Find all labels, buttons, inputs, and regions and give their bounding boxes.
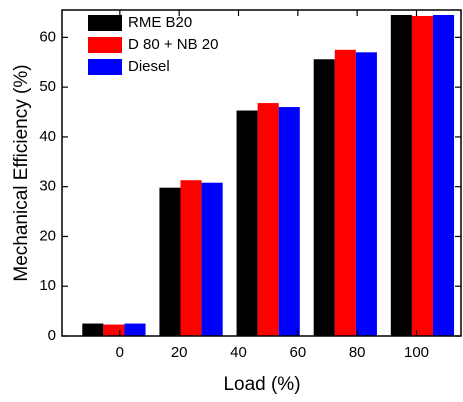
bar bbox=[124, 323, 146, 336]
legend-swatch bbox=[88, 59, 122, 75]
x-tick-label: 20 bbox=[171, 344, 188, 361]
bar bbox=[103, 324, 125, 336]
y-tick-label: 50 bbox=[39, 78, 56, 95]
bar bbox=[236, 110, 258, 336]
bar bbox=[159, 187, 181, 336]
legend-swatch bbox=[88, 37, 122, 53]
bar bbox=[82, 323, 104, 336]
bar bbox=[201, 182, 223, 336]
y-tick-label: 20 bbox=[39, 227, 56, 244]
legend-label: RME B20 bbox=[128, 14, 192, 31]
y-tick-label: 40 bbox=[39, 128, 56, 145]
bar bbox=[334, 49, 356, 336]
bar bbox=[411, 15, 433, 336]
plot-frame bbox=[61, 9, 462, 337]
bar bbox=[390, 14, 412, 336]
y-axis-label: Mechanical Efficiency (%) bbox=[11, 64, 32, 281]
legend-label: Diesel bbox=[128, 58, 170, 75]
y-tick-label: 60 bbox=[39, 28, 56, 45]
y-tick-label: 0 bbox=[48, 327, 56, 344]
x-tick-label: 40 bbox=[230, 344, 247, 361]
y-tick-label: 30 bbox=[39, 178, 56, 195]
legend-label: D 80 + NB 20 bbox=[128, 36, 218, 53]
legend-swatch bbox=[88, 15, 122, 31]
y-tick-label: 10 bbox=[39, 277, 56, 294]
x-tick-label: 0 bbox=[116, 344, 124, 361]
bar bbox=[180, 180, 202, 336]
x-axis-label: Load (%) bbox=[223, 374, 300, 395]
bar bbox=[278, 107, 300, 336]
bar bbox=[355, 52, 377, 336]
x-tick-label: 80 bbox=[349, 344, 366, 361]
bar bbox=[432, 14, 455, 336]
x-tick-label: 100 bbox=[404, 344, 429, 361]
bar bbox=[257, 103, 279, 337]
bar bbox=[313, 59, 335, 336]
x-tick-label: 60 bbox=[289, 344, 306, 361]
